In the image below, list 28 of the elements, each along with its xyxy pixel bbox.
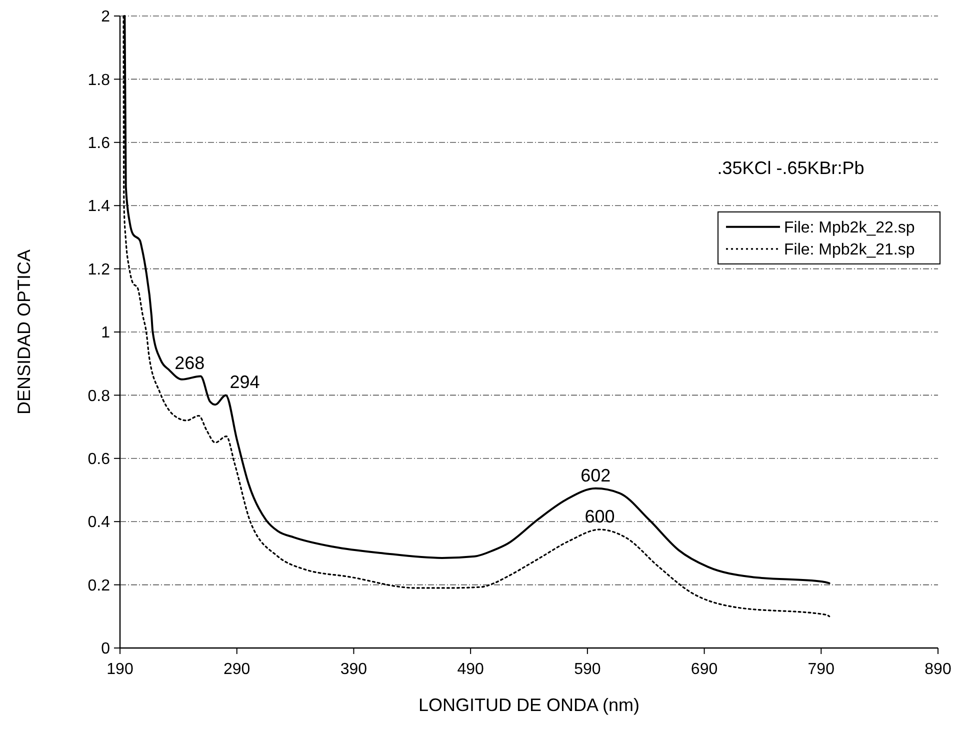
x-tick-label: 490 <box>457 661 484 678</box>
annotation: 268 <box>174 353 205 374</box>
y-tick-label: 1.2 <box>88 261 110 278</box>
y-tick-label: 2 <box>101 8 110 26</box>
y-tick-label: 1 <box>101 324 110 342</box>
x-tick-label: 390 <box>340 661 368 678</box>
annotation: 600 <box>584 506 615 526</box>
legend-label: File: Mpb2k_22.sp <box>784 220 915 237</box>
y-tick-label: 1.6 <box>88 135 110 152</box>
x-axis-title: LONGITUD DE ONDA (nm) <box>418 695 640 715</box>
annotation: .35KCl -.65KBr:Pb <box>717 158 864 178</box>
x-tick-label: 690 <box>690 661 718 678</box>
annotation: 602 <box>580 465 611 486</box>
x-tick-label: 890 <box>924 661 952 678</box>
legend-label: File: Mpb2k_21.sp <box>784 242 915 259</box>
y-tick-label: 1.8 <box>88 72 110 89</box>
x-tick-label: 590 <box>574 661 601 678</box>
x-tick-label: 290 <box>224 661 250 678</box>
y-tick-label: 0.2 <box>88 577 110 594</box>
y-tick-label: 1.4 <box>88 198 110 216</box>
x-tick-label: 190 <box>106 661 134 678</box>
x-tick-label: 790 <box>808 661 835 678</box>
y-axis-title: DENSIDAD OPTICA <box>14 249 34 415</box>
y-tick-label: 0.4 <box>88 514 110 532</box>
y-tick-label: 0.6 <box>88 451 110 468</box>
y-tick-label: 0 <box>101 640 110 658</box>
annotation: 294 <box>230 372 260 392</box>
y-tick-label: 0.8 <box>88 388 110 405</box>
